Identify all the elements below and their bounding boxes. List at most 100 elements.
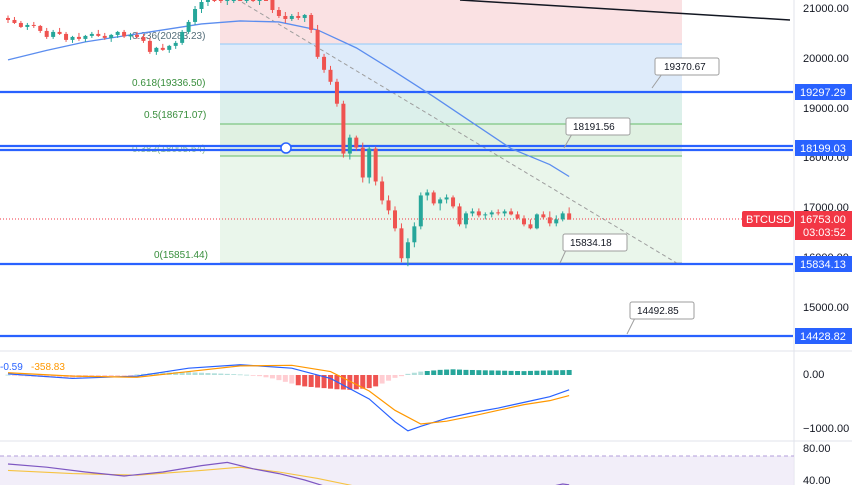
macd-histogram-bar bbox=[476, 370, 482, 375]
macd-histogram-bar bbox=[386, 375, 392, 381]
level-tag-bg bbox=[795, 256, 852, 272]
macd-axis-tick: −1000.00 bbox=[803, 423, 849, 435]
candle-down bbox=[522, 218, 526, 225]
macd-histogram-bar bbox=[398, 375, 404, 377]
candle-up bbox=[289, 15, 294, 19]
macd-histogram-bar bbox=[179, 371, 185, 375]
callout-text: 14492.85 bbox=[637, 306, 679, 317]
candle-down bbox=[135, 34, 139, 37]
callout-14492[interactable]: 14492.85 bbox=[626, 301, 695, 335]
callouts: 19370.67 18191.56 15834.18 14492.85 bbox=[559, 57, 720, 335]
countdown-tag: 03:03:52 bbox=[803, 227, 846, 239]
macd-histogram-bar bbox=[95, 375, 101, 377]
candle-down bbox=[457, 206, 462, 225]
macd-histogram-bar bbox=[566, 369, 572, 375]
price-tick: 19000.00 bbox=[803, 103, 849, 115]
macd-histogram-bar bbox=[424, 371, 430, 375]
callout-18191[interactable]: 18191.56 bbox=[563, 117, 631, 149]
candle-down bbox=[122, 31, 127, 37]
candle-down bbox=[567, 213, 572, 220]
callout-box bbox=[562, 233, 628, 252]
candle-up bbox=[302, 14, 307, 18]
macd-histogram-bar bbox=[418, 371, 424, 375]
macd-histogram-bar bbox=[450, 369, 456, 375]
macd-histogram-bar bbox=[18, 375, 24, 377]
macd-histogram-bar bbox=[469, 369, 475, 375]
macd-histogram-bar bbox=[302, 375, 308, 387]
rsi-axis-tick: 80.00 bbox=[803, 443, 831, 455]
candle-down bbox=[147, 40, 152, 52]
candle-down bbox=[322, 56, 327, 70]
price-tick: 20000.00 bbox=[803, 53, 849, 65]
candle-up bbox=[244, 0, 249, 1]
level-tag: 15834.13 bbox=[800, 259, 846, 271]
symbol-tag: BTCUSD bbox=[746, 214, 791, 226]
macd-histogram-bar bbox=[63, 375, 69, 379]
macd-histogram-bar bbox=[482, 370, 488, 375]
level-drag-handle[interactable] bbox=[280, 142, 292, 154]
callout-15834[interactable]: 15834.18 bbox=[559, 233, 628, 264]
macd-histogram-bar bbox=[153, 373, 159, 375]
candle-down bbox=[476, 211, 481, 216]
candle-up bbox=[231, 0, 236, 1]
fib-label-0618: 0.618(19336.50) bbox=[132, 78, 205, 89]
horizontal-levels[interactable] bbox=[0, 90, 793, 338]
fib-label-0: 0(15851.44) bbox=[154, 250, 208, 261]
candle-down bbox=[541, 214, 546, 218]
macd-histogram-bar bbox=[11, 375, 17, 376]
callout-pointer bbox=[651, 73, 663, 89]
price-tick: 15000.00 bbox=[803, 302, 849, 314]
macd-histogram-bar bbox=[315, 375, 321, 388]
candle-down bbox=[341, 103, 346, 154]
macd-histogram-bar bbox=[134, 374, 140, 376]
candle-down bbox=[96, 33, 101, 36]
macd-histogram-bar bbox=[199, 372, 204, 375]
candle-down bbox=[373, 148, 378, 182]
callout-19370[interactable]: 19370.67 bbox=[651, 57, 720, 89]
candle-up bbox=[405, 242, 410, 259]
macd-histogram-bar bbox=[463, 369, 469, 375]
level-tag-bg bbox=[795, 84, 852, 100]
candle-up bbox=[463, 213, 468, 225]
macd-histogram-bar bbox=[515, 371, 521, 375]
macd-histogram-bar bbox=[231, 374, 237, 375]
candle-up bbox=[367, 148, 372, 178]
price-tick: 21000.00 bbox=[803, 3, 849, 15]
macd-histogram-bar bbox=[527, 370, 533, 375]
fib-label-0236: 0.236(20283.23) bbox=[132, 31, 205, 42]
macd-histogram-bar bbox=[224, 373, 230, 375]
candle-up bbox=[257, 0, 262, 1]
macd-histogram-bar bbox=[405, 373, 411, 375]
candle-up bbox=[205, 0, 210, 3]
candle-up bbox=[193, 8, 198, 22]
rsi-axis-tick: 40.00 bbox=[803, 475, 831, 485]
macd-histogram-bar bbox=[553, 370, 559, 375]
candle-up bbox=[425, 192, 430, 196]
symbol-price-tag: BTCUSD 16753.00 03:03:52 bbox=[742, 211, 852, 240]
macd-value-1: -0.59 bbox=[0, 362, 23, 373]
macd-histogram-bar bbox=[237, 374, 243, 376]
macd-histogram-bar bbox=[534, 370, 540, 375]
candle-down bbox=[276, 9, 281, 16]
candle-down bbox=[141, 36, 146, 41]
macd-histogram-bar bbox=[121, 375, 127, 376]
candle-up bbox=[109, 34, 114, 38]
candle-down bbox=[393, 210, 397, 229]
macd-histogram-bar bbox=[502, 370, 508, 375]
candles-group bbox=[6, 0, 572, 267]
candle-down bbox=[399, 228, 404, 259]
candle-up bbox=[199, 2, 204, 9]
level-tags: 19297.29 18199.03 15834.13 14428.82 bbox=[795, 84, 852, 344]
black-trend-line[interactable] bbox=[459, 0, 791, 21]
macd-histogram-bar bbox=[250, 375, 256, 376]
callout-pointer bbox=[559, 249, 567, 264]
price-axis[interactable]: 21000.00 20000.00 19000.00 18000.00 1700… bbox=[803, 3, 849, 314]
macd-histogram-bar bbox=[192, 372, 198, 375]
macd-histogram-bar bbox=[547, 370, 553, 375]
macd-histogram-bar bbox=[263, 375, 269, 378]
macd-histogram-bar bbox=[218, 373, 224, 375]
dashed-trend-line[interactable] bbox=[230, 0, 681, 266]
macd-histogram-bar bbox=[57, 375, 63, 378]
candle-down bbox=[102, 35, 107, 38]
